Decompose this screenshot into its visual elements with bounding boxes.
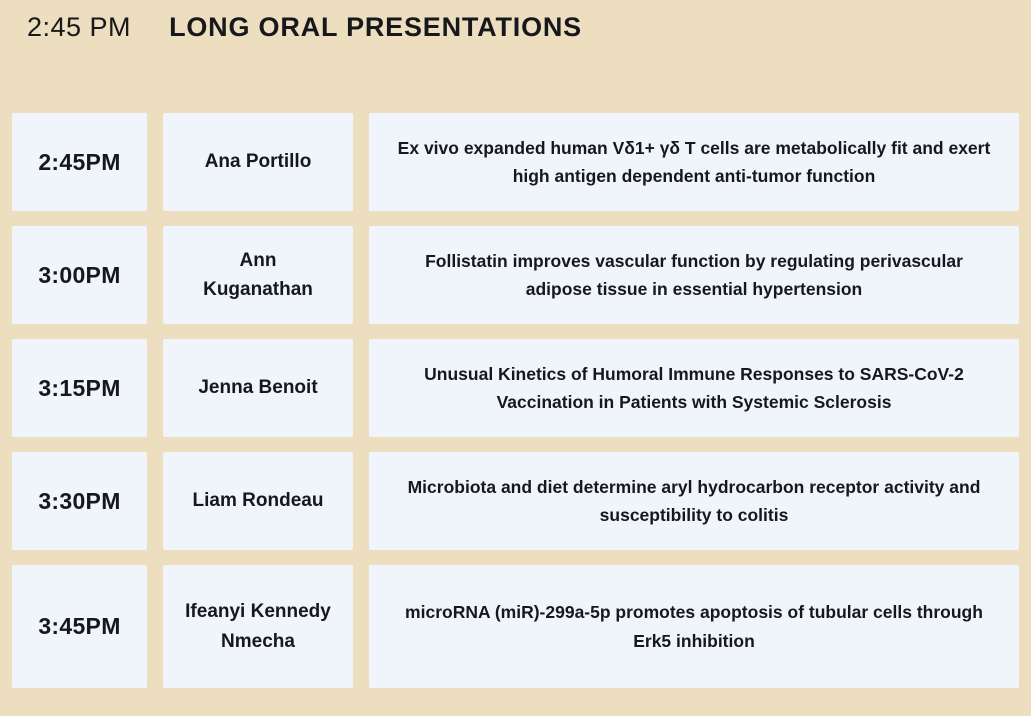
session-start-time: 2:45 PM — [27, 12, 132, 42]
title-cell: Unusual Kinetics of Humoral Immune Respo… — [369, 339, 1019, 437]
time-cell: 3:00PM — [12, 226, 147, 324]
title-cell: Follistatin improves vascular function b… — [369, 226, 1019, 324]
presenter-cell: Ann Kuganathan — [163, 226, 353, 324]
title-cell: Ex vivo expanded human Vδ1+ γδ T cells a… — [369, 113, 1019, 211]
page-header: 2:45 PM LONG ORAL PRESENTATIONS — [27, 12, 582, 43]
title-cell: microRNA (miR)-299a-5p promotes apoptosi… — [369, 565, 1019, 688]
presenter-cell: Jenna Benoit — [163, 339, 353, 437]
title-cell: Microbiota and diet determine aryl hydro… — [369, 452, 1019, 550]
presenter-cell: Ifeanyi Kennedy Nmecha — [163, 565, 353, 688]
time-cell: 2:45PM — [12, 113, 147, 211]
time-cell: 3:15PM — [12, 339, 147, 437]
schedule-table: 2:45PM Ana Portillo Ex vivo expanded hum… — [12, 113, 1019, 688]
time-cell: 3:30PM — [12, 452, 147, 550]
time-cell: 3:45PM — [12, 565, 147, 688]
session-title: LONG ORAL PRESENTATIONS — [169, 12, 582, 42]
presenter-cell: Ana Portillo — [163, 113, 353, 211]
presenter-cell: Liam Rondeau — [163, 452, 353, 550]
